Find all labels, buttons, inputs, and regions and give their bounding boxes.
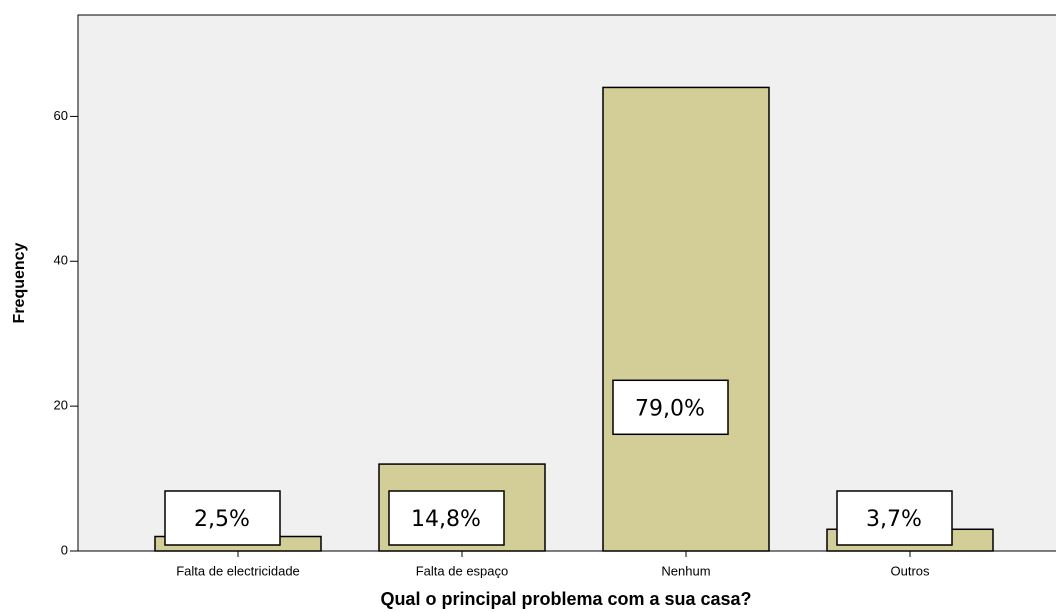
percentage-box [836,490,953,546]
y-tick-label: 40 [54,253,68,268]
plot-area [77,14,1056,552]
percentage-label: 2,5% [194,507,250,532]
percentage-box [164,490,281,546]
percentage-label: 79,0% [635,396,705,421]
y-tick-label: 0 [61,542,68,557]
percentage-label: 3,7% [866,507,922,532]
bar [602,86,770,552]
y-axis-title: Frequency [11,242,28,323]
y-tick-label: 60 [54,108,68,123]
percentage-label: 14,8% [411,507,481,532]
x-tick-label: Nenhum [661,563,710,578]
x-tick-label: Outros [890,563,930,578]
x-tick-label: Falta de espaço [416,563,509,578]
percentage-box [388,490,505,546]
x-axis-title: Qual o principal problema com a sua casa… [380,589,751,609]
x-tick-label: Falta de electricidade [176,563,300,578]
percentage-box [612,379,729,436]
y-tick-label: 20 [54,398,68,413]
